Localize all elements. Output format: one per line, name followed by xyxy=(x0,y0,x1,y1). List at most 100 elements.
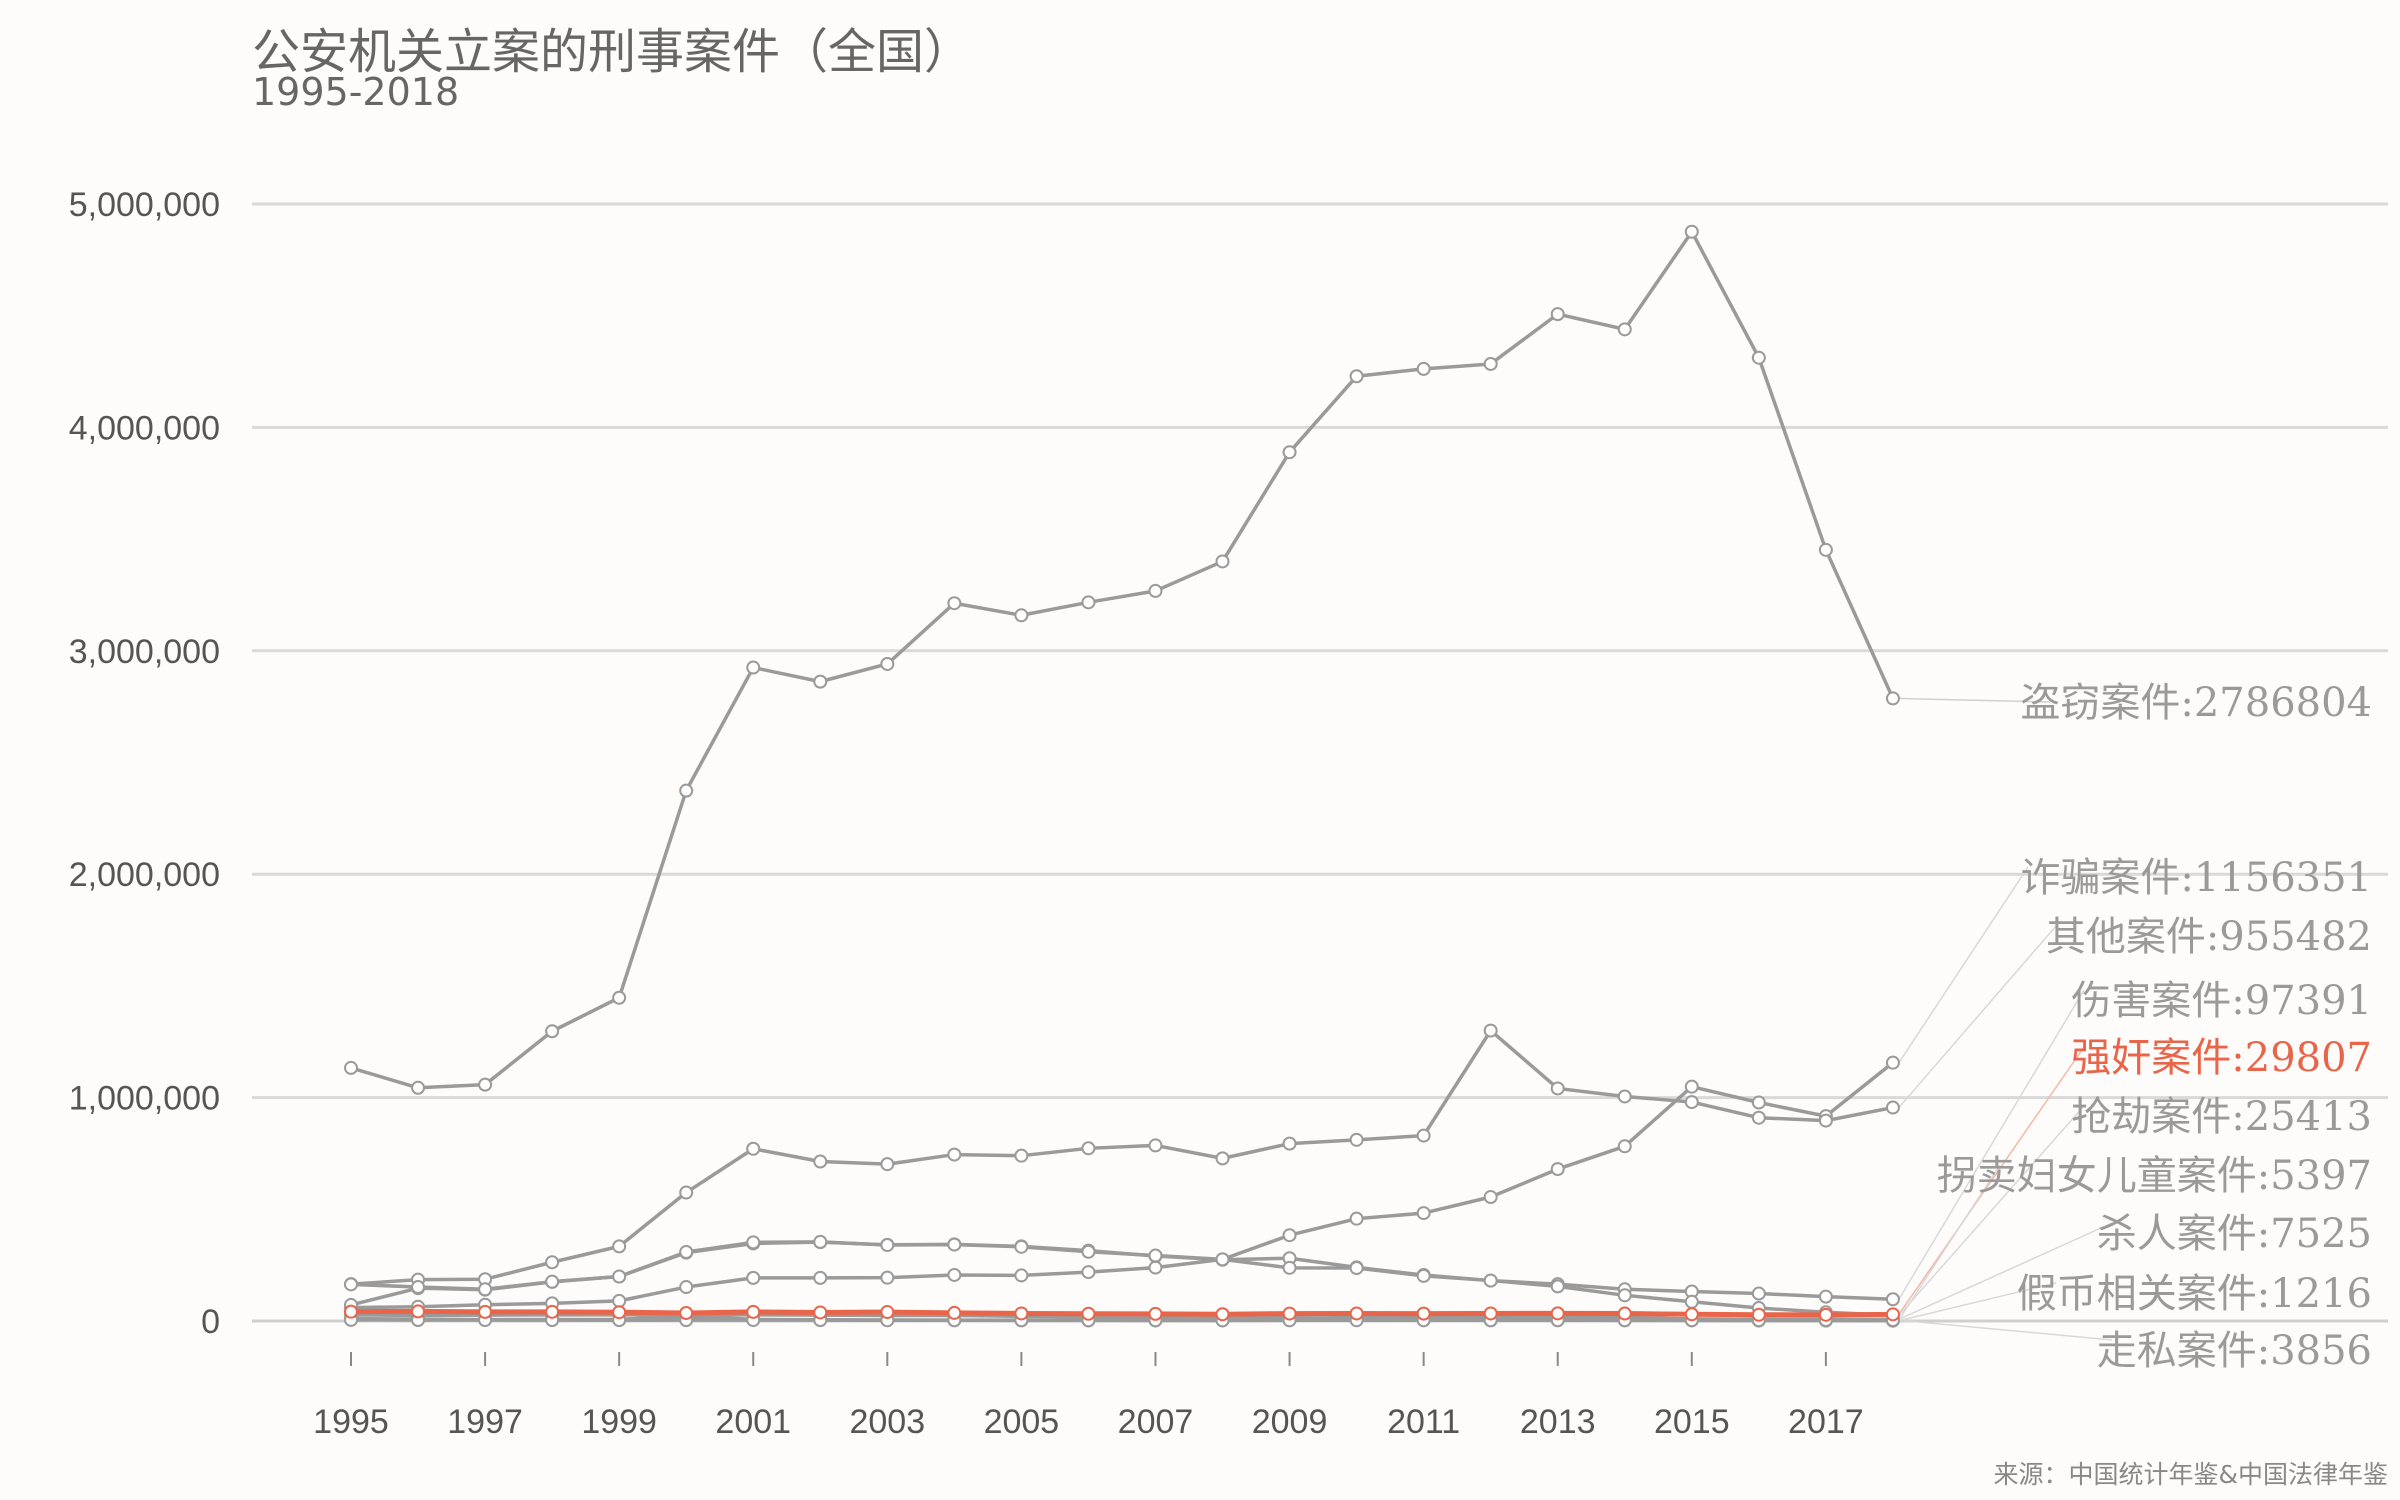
data-point xyxy=(344,1304,358,1319)
series-line-抢劫案件 xyxy=(350,1240,1893,1318)
data-point xyxy=(1483,1190,1498,1205)
data-point xyxy=(478,1077,493,1092)
data-point xyxy=(813,1234,828,1249)
series-line-伤害案件 xyxy=(350,1240,1893,1307)
data-point xyxy=(344,1277,358,1292)
data-point xyxy=(1617,1306,1632,1321)
series-label: 诈骗案件:1156351 xyxy=(2020,855,2372,901)
data-point xyxy=(1215,1151,1230,1166)
x-tick-label: 2005 xyxy=(984,1403,1060,1441)
data-point xyxy=(1014,1306,1029,1321)
data-point xyxy=(1483,1273,1498,1288)
data-point xyxy=(1014,608,1029,623)
x-tick-label: 2013 xyxy=(1520,1403,1596,1441)
data-point xyxy=(679,1280,694,1295)
data-point xyxy=(1550,1162,1565,1177)
data-point xyxy=(411,1280,426,1295)
data-point xyxy=(880,1238,895,1253)
series-label: 伤害案件:97391 xyxy=(2071,978,2372,1024)
data-point xyxy=(746,1270,761,1285)
data-point xyxy=(1885,1100,1900,1115)
x-tick-label: 2011 xyxy=(1387,1403,1460,1441)
leader-line xyxy=(1898,1222,2113,1321)
series-label: 杀人案件:7525 xyxy=(2097,1211,2372,1257)
x-tick-label: 2003 xyxy=(849,1403,925,1441)
data-point xyxy=(1751,1307,1766,1322)
series-line-盗窃案件 xyxy=(350,229,1895,1090)
data-point xyxy=(1751,350,1766,365)
data-point xyxy=(545,1304,560,1319)
series-label: 走私案件:3856 xyxy=(2097,1328,2372,1374)
data-point xyxy=(1416,1306,1431,1321)
x-tick-label: 2015 xyxy=(1654,1403,1730,1441)
series-label: 盗窃案件:2786804 xyxy=(2020,680,2372,726)
data-point xyxy=(1081,1244,1096,1259)
x-tick-label: 2017 xyxy=(1788,1403,1864,1441)
data-point xyxy=(1349,369,1364,384)
series-label: 强奸案件:29807 xyxy=(2071,1035,2372,1081)
series-label: 拐卖妇女儿童案件:5397 xyxy=(1937,1153,2372,1199)
y-tick-label: 0 xyxy=(201,1303,220,1341)
data-point xyxy=(1483,1023,1498,1038)
data-point xyxy=(679,1185,694,1200)
data-point xyxy=(1416,361,1431,376)
y-axis-ticks: 0 1,000,000 2,000,000 3,000,000 4,000,000 5,0… xyxy=(69,186,220,1341)
data-point xyxy=(813,674,828,689)
x-tick-label: 1997 xyxy=(447,1403,523,1441)
data-point xyxy=(1081,1265,1096,1280)
data-point xyxy=(545,1274,560,1289)
data-point xyxy=(947,1147,962,1162)
data-point xyxy=(1416,1128,1431,1143)
data-point xyxy=(813,1154,828,1169)
data-point xyxy=(880,656,895,671)
data-point xyxy=(1483,1306,1498,1321)
data-point xyxy=(679,1244,694,1259)
series-label: 其他案件:955482 xyxy=(2046,914,2372,960)
series-line-强奸案件 xyxy=(350,1308,1893,1318)
data-point xyxy=(1483,356,1498,371)
chart-subtitle: 1995-2018 xyxy=(252,70,460,114)
series-labels: 盗窃案件:2786804 诈骗案件:1156351 其他案件:955482 伤害案件:… xyxy=(1937,680,2372,1374)
data-point xyxy=(612,990,627,1005)
data-point xyxy=(1416,1268,1431,1283)
data-point xyxy=(1148,583,1163,598)
data-point xyxy=(1885,1292,1900,1307)
data-point xyxy=(1081,1306,1096,1321)
data-point xyxy=(1550,307,1565,322)
data-point xyxy=(1885,1055,1900,1070)
data-point xyxy=(1349,1132,1364,1147)
data-point xyxy=(880,1157,895,1172)
chart-title: 公安机关立案的刑事案件（全国） xyxy=(252,24,973,80)
label-leader-lines xyxy=(1898,697,2113,1341)
data-point xyxy=(545,1255,560,1270)
data-point xyxy=(612,1293,627,1308)
data-point xyxy=(679,1305,694,1320)
data-point xyxy=(1818,1307,1833,1322)
y-tick-label: 2,000,000 xyxy=(69,856,220,894)
data-point xyxy=(813,1270,828,1285)
leader-line xyxy=(1898,697,2051,703)
data-point xyxy=(1349,1261,1364,1276)
data-point xyxy=(947,1267,962,1282)
series-lines xyxy=(350,229,1895,1323)
data-point xyxy=(746,1235,761,1250)
y-tick-label: 4,000,000 xyxy=(69,409,220,447)
data-point xyxy=(478,1304,493,1319)
data-point xyxy=(411,1080,426,1095)
data-point xyxy=(612,1305,627,1320)
data-point xyxy=(1751,1095,1766,1110)
data-point xyxy=(746,1304,761,1319)
data-point xyxy=(1684,1095,1699,1110)
leader-line xyxy=(1898,866,2029,1064)
data-point xyxy=(1014,1268,1029,1283)
x-tick-label: 1999 xyxy=(581,1403,657,1441)
leader-line xyxy=(1898,1319,2113,1341)
series-points xyxy=(344,224,1900,1328)
data-point xyxy=(1751,1286,1766,1301)
data-point xyxy=(1215,554,1230,569)
data-point xyxy=(1684,1294,1699,1309)
data-point xyxy=(478,1282,493,1297)
data-point xyxy=(1617,1288,1632,1303)
data-point xyxy=(344,1060,358,1075)
series-label: 抢劫案件:25413 xyxy=(2071,1094,2372,1140)
